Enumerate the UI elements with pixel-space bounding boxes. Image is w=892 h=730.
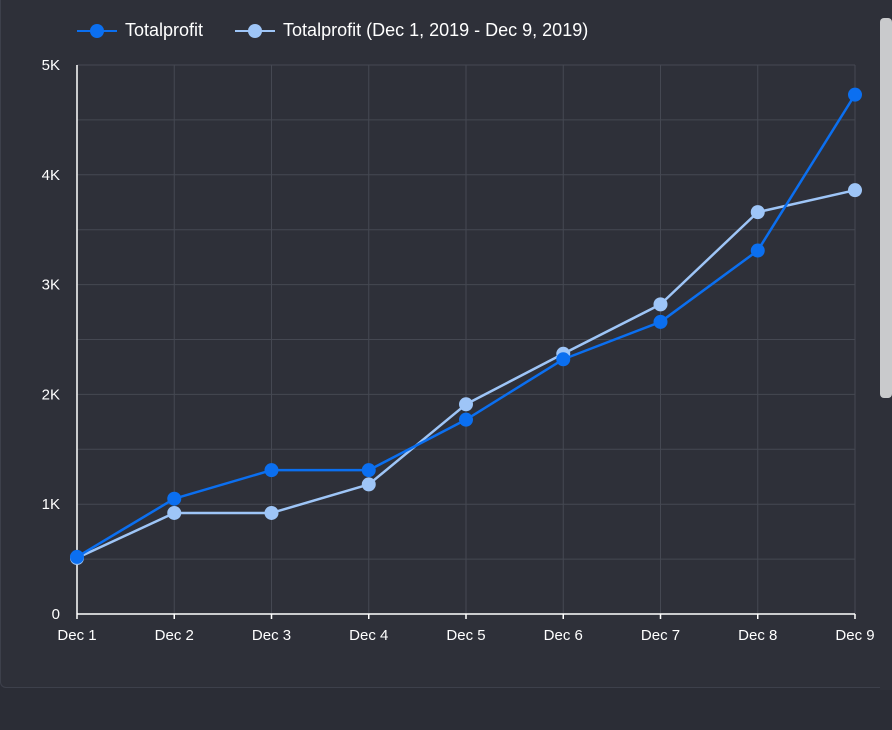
y-tick-label: 5K [42,57,60,74]
chart-legend: Totalprofit Totalprofit (Dec 1, 2019 - D… [77,20,588,41]
legend-item-totalprofit-previous[interactable]: Totalprofit (Dec 1, 2019 - Dec 9, 2019) [235,20,588,41]
y-tick-label: 0 [52,606,60,623]
x-tick-labels: Dec 1 Dec 2 Dec 3 Dec 4 Dec 5 Dec 6 Dec 7 Dec 8… [57,627,874,644]
data-point[interactable] [167,505,182,520]
x-tick-label: Dec 1 [57,627,96,644]
data-point[interactable] [264,463,279,478]
x-tick-label: Dec 4 [349,627,388,644]
axes [76,65,856,619]
legend-label-series1: Totalprofit [125,20,204,40]
x-tick-label: Dec 7 [641,627,680,644]
vertical-scrollbar-thumb[interactable] [880,18,892,398]
x-tick-label: Dec 8 [738,627,777,644]
legend-swatch-series1 [77,23,117,38]
y-tick-label: 3K [42,277,60,294]
y-tick-label: 2K [42,386,60,403]
legend-swatch-series2 [235,23,276,38]
y-tick-label: 1K [42,496,60,513]
data-point[interactable] [70,549,84,564]
x-tick-label: Dec 3 [252,627,291,644]
data-point[interactable] [653,314,668,329]
data-point[interactable] [361,477,376,492]
data-point[interactable] [361,463,376,478]
x-tick-label: Dec 6 [544,627,583,644]
x-tick-label: Dec 2 [155,627,194,644]
x-tick-label: Dec 9 [835,627,874,644]
y-tick-label: 4K [42,167,60,184]
data-point[interactable] [750,205,765,220]
data-point[interactable] [848,87,862,102]
y-tick-labels: 0 1K 2K 3K 4K 5K [42,57,60,623]
chart-panel: 0 1K 2K 3K 4K 5K Dec 1 Dec 2 Dec 3 Dec 4 Dec 5 Dec… [0,0,892,688]
data-point[interactable] [459,397,473,412]
grid-lines [77,64,856,614]
data-point[interactable] [167,491,182,506]
data-point[interactable] [848,183,862,198]
legend-item-totalprofit[interactable]: Totalprofit [77,20,203,41]
legend-label-series2: Totalprofit (Dec 1, 2019 - Dec 9, 2019) [283,20,589,40]
data-point[interactable] [459,412,473,427]
x-tick-label: Dec 5 [446,627,485,644]
data-point[interactable] [750,243,765,258]
data-point[interactable] [653,297,668,312]
data-point[interactable] [264,505,279,520]
series-1 [70,87,862,564]
data-point[interactable] [556,352,571,367]
series-lines [70,87,862,566]
